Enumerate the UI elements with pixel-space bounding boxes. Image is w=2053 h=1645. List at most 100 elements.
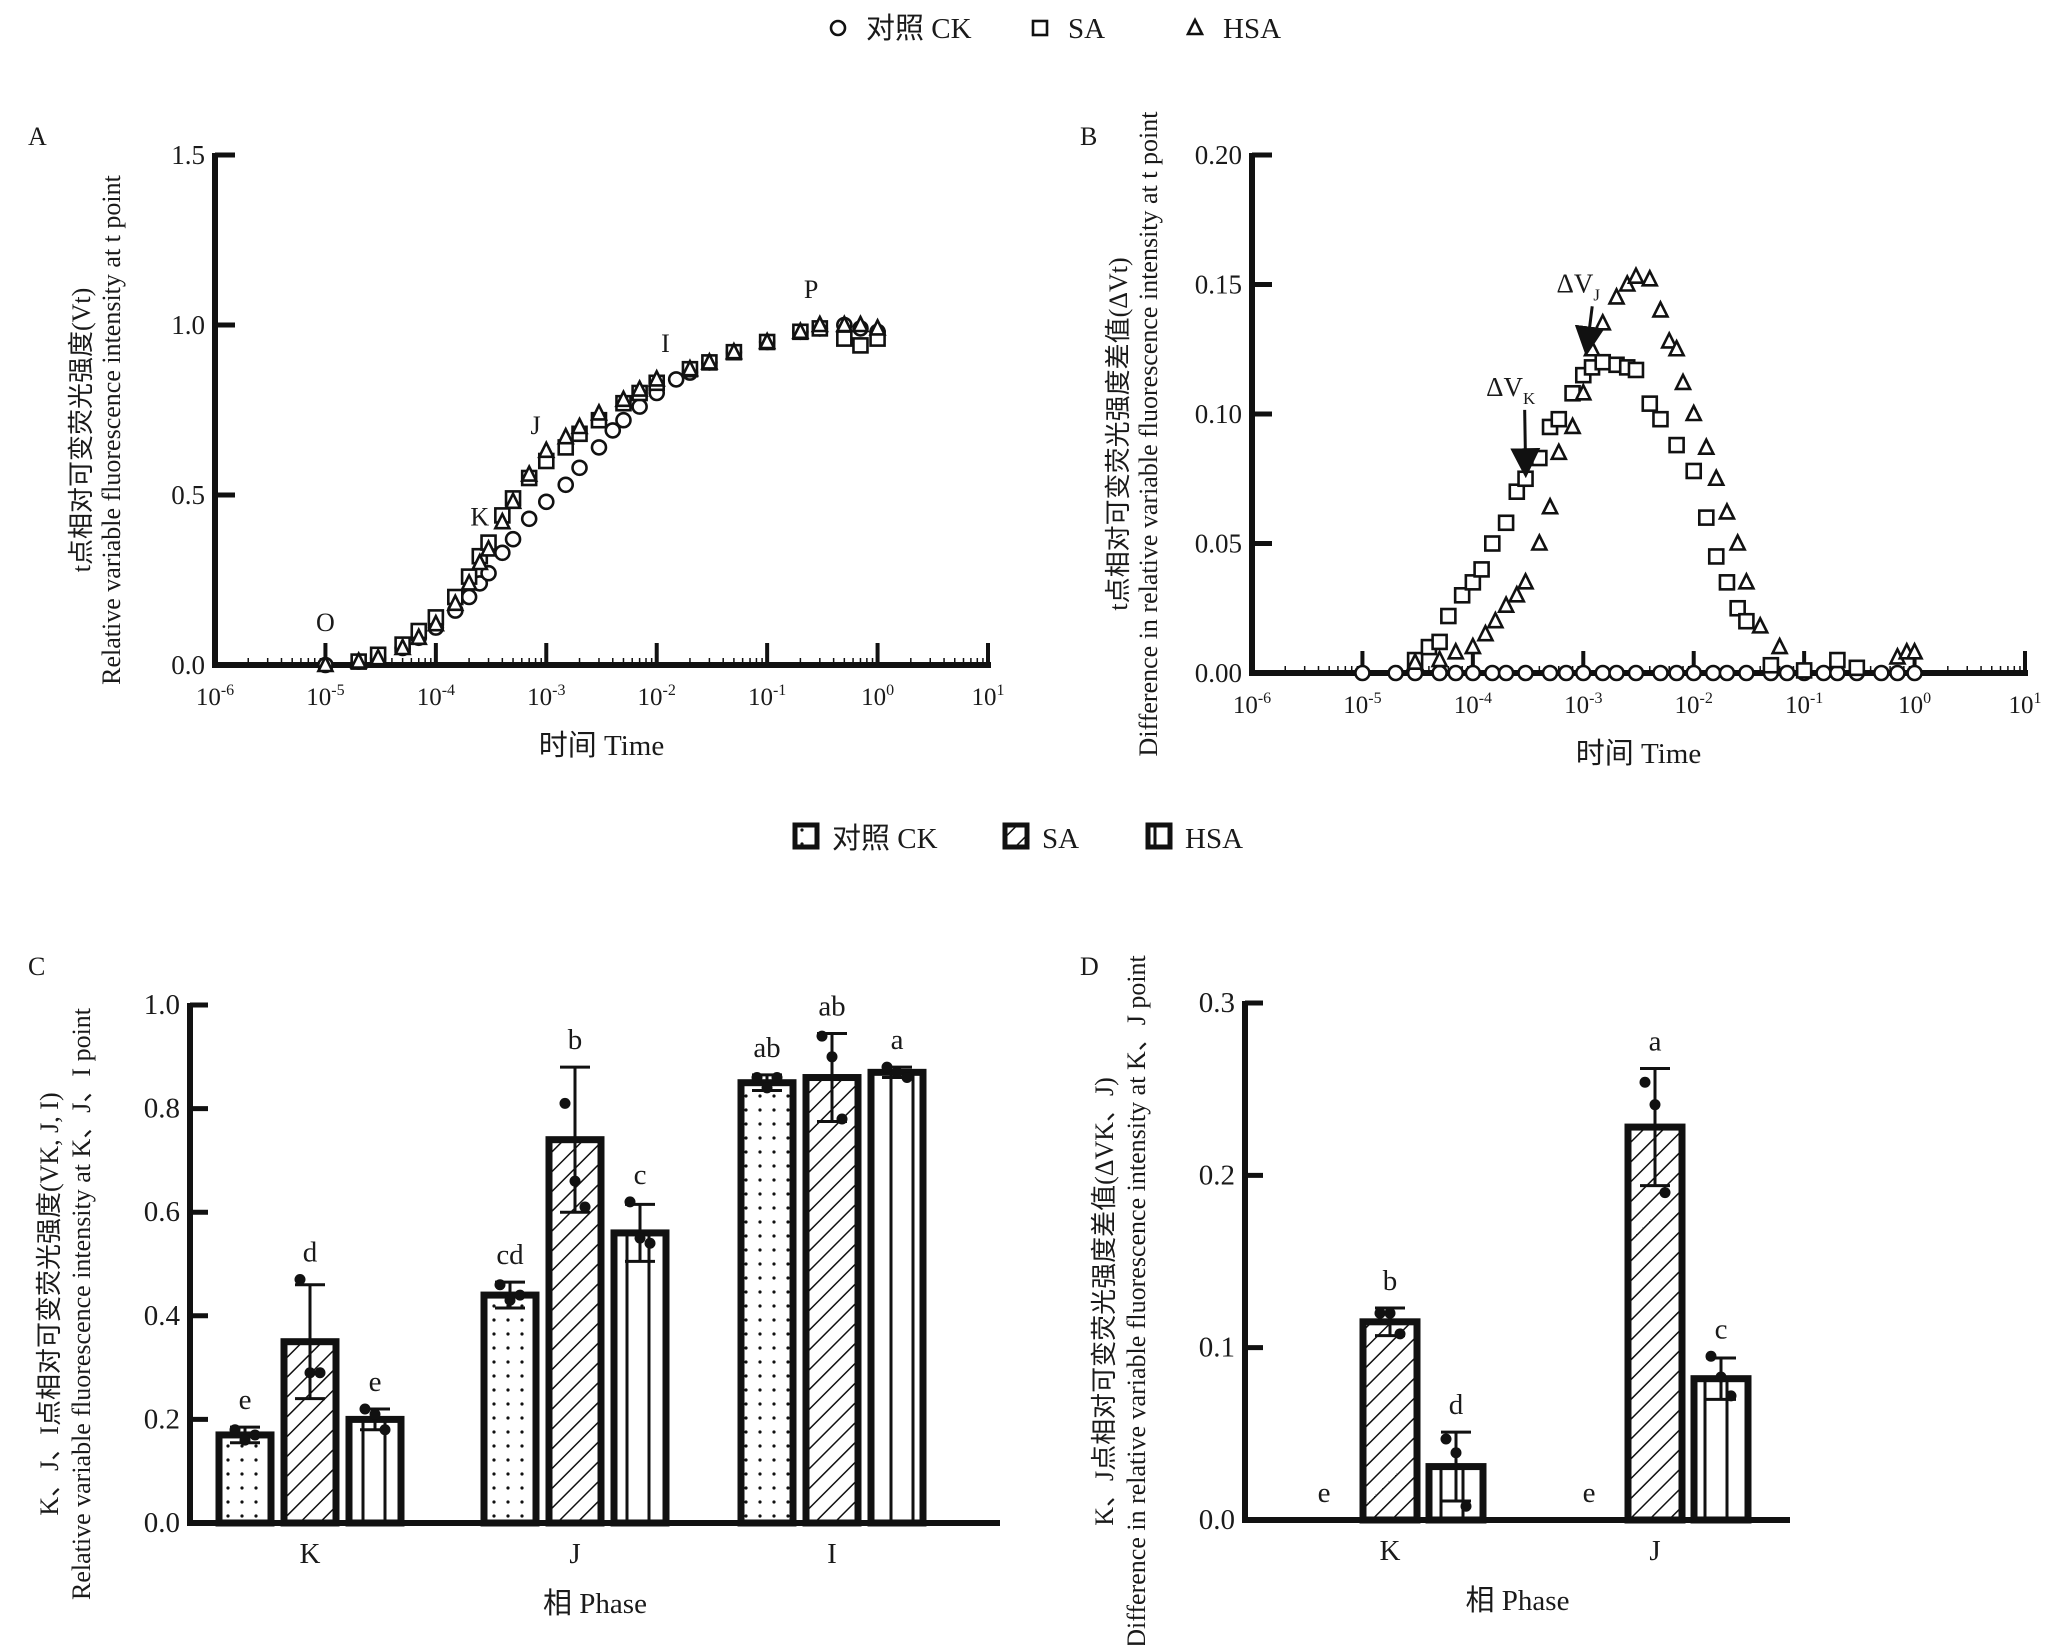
series-circle	[317, 316, 886, 674]
x-tick-label: 10-2	[638, 682, 676, 711]
replicate-point	[634, 1232, 646, 1244]
data-point	[369, 647, 388, 666]
x-tick-label: J	[1649, 1535, 1660, 1567]
replicate-point	[624, 1196, 636, 1208]
data-point	[1751, 615, 1770, 634]
data-point	[316, 654, 335, 673]
data-point	[791, 320, 810, 340]
data-point	[1496, 594, 1516, 613]
data-point	[1464, 664, 1482, 682]
data-point	[1517, 664, 1534, 682]
legend-swatch-hatch	[1002, 822, 1030, 850]
replicate-point	[1715, 1371, 1727, 1383]
data-point	[1607, 286, 1626, 305]
y-tick-label: 0.0	[171, 650, 205, 680]
data-point	[724, 341, 744, 360]
panel-b-chart: 0.00 0.05 0.10 0.15 0.20 10-6 10-5 10-4 10-3 10-2…	[1104, 111, 2042, 770]
replicate-point	[771, 1072, 783, 1084]
significance-letter: e	[369, 1366, 382, 1398]
data-point	[1484, 535, 1501, 552]
data-point	[1667, 338, 1686, 357]
y-axis-label-cn: K、J、I点相对可变荧光强度(VK, J, I)	[35, 1092, 64, 1515]
replicate-point	[239, 1434, 251, 1446]
replicate-point	[1639, 1076, 1651, 1088]
legend-swatch-dots	[792, 822, 820, 850]
data-point	[810, 314, 829, 333]
significance-letter: b	[568, 1024, 583, 1056]
data-point	[1652, 410, 1669, 428]
data-point	[868, 317, 887, 336]
y-tick-label: 1.0	[144, 989, 180, 1021]
replicate-point	[559, 1097, 571, 1109]
significance-letter: d	[1449, 1389, 1464, 1421]
bar-I-hatch	[802, 1074, 862, 1527]
x-tick-label: 100	[1898, 690, 1931, 719]
replicate-point	[826, 1051, 838, 1063]
data-point	[1778, 664, 1796, 682]
replicate-point	[579, 1201, 591, 1213]
annotation-label: ΔVK	[1486, 372, 1536, 408]
data-point	[1541, 664, 1559, 682]
data-point	[1447, 664, 1465, 682]
bar-J-dots	[480, 1291, 540, 1527]
panel-c-chart: 0.0 0.2 0.4 0.6 0.8 1.0 e d e Kcd b c Jab ab a I 相 Phase…	[35, 989, 1000, 1620]
y-tick-label: 0.05	[1195, 529, 1242, 559]
data-point	[459, 572, 479, 591]
panel-label-d: D	[1080, 952, 1099, 981]
data-point	[1608, 664, 1625, 682]
y-tick-label: 0.1	[1199, 1332, 1235, 1364]
annotation-label: P	[804, 275, 818, 304]
data-point	[493, 511, 512, 530]
data-point	[1848, 659, 1866, 677]
replicate-point	[1460, 1500, 1472, 1512]
x-axis-label: 时间 Time	[1576, 737, 1701, 770]
replicate-point	[1659, 1187, 1671, 1199]
data-point	[1531, 449, 1548, 467]
data-point	[1354, 664, 1371, 682]
data-point	[1697, 436, 1716, 455]
x-tick-label: 101	[2009, 690, 2042, 719]
data-point	[836, 330, 853, 347]
data-point	[1717, 501, 1737, 520]
y-tick-label: 0.00	[1195, 658, 1242, 688]
data-point	[1582, 338, 1602, 357]
replicate-point	[494, 1279, 506, 1291]
data-point	[349, 650, 368, 669]
data-point	[1668, 436, 1685, 454]
data-point	[503, 490, 523, 510]
y-tick-label: 0.2	[144, 1403, 180, 1435]
data-point	[426, 613, 445, 632]
y-tick-label: 0.4	[144, 1300, 181, 1332]
y-axis-label-cn: t点相对可变荧光强度差值(ΔVt)	[1104, 257, 1133, 610]
x-tick-label: 10-3	[1564, 690, 1602, 719]
y-axis-label-cn: K、J点相对可变荧光强度差值(ΔVK、J)	[1090, 1077, 1119, 1526]
replicate-point	[1384, 1307, 1396, 1319]
significance-letter: e	[1318, 1477, 1331, 1509]
x-axis-label: 相 Phase	[543, 1587, 647, 1620]
legend-swatch-vlines	[1145, 822, 1173, 850]
data-point	[1497, 514, 1515, 532]
bar-J-vlines	[610, 1229, 670, 1527]
replicate-point	[761, 1082, 773, 1094]
data-point	[1497, 664, 1515, 682]
data-point	[590, 439, 608, 456]
y-tick-label: 0.2	[1199, 1159, 1235, 1191]
data-point	[1516, 571, 1535, 590]
bar-I-vlines	[867, 1068, 927, 1527]
y-tick-label: 0.10	[1195, 399, 1242, 429]
data-point	[556, 426, 575, 445]
replicate-point	[881, 1061, 893, 1073]
x-tick-label: K	[1380, 1535, 1401, 1567]
replicate-point	[314, 1367, 326, 1379]
data-point	[1453, 586, 1471, 604]
legend-label: 对照 CK	[866, 12, 972, 45]
significance-letter: a	[891, 1024, 904, 1056]
data-point	[1707, 467, 1726, 487]
data-point	[1651, 299, 1670, 318]
data-point	[1406, 651, 1425, 670]
legend-label: 对照 CK	[832, 822, 938, 855]
data-point	[1593, 312, 1612, 331]
data-point	[557, 476, 575, 494]
data-point	[1446, 641, 1465, 660]
